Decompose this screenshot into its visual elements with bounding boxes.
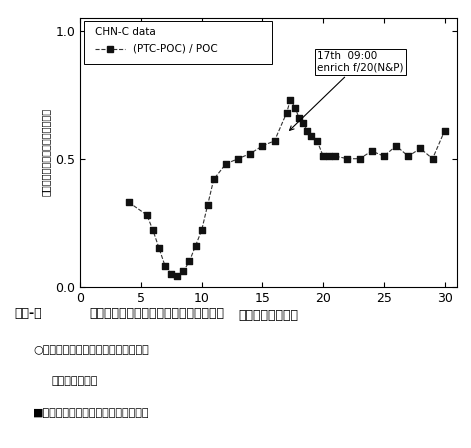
Point [155, 245, 163, 252]
Point [344, 155, 351, 162]
Point [286, 96, 294, 103]
Point [429, 155, 436, 162]
Point [222, 160, 230, 168]
Text: CHN-C data: CHN-C data [95, 27, 156, 37]
Point [179, 268, 187, 275]
Point [259, 142, 266, 150]
Point [210, 176, 218, 183]
Point [246, 150, 254, 157]
Point [186, 258, 193, 265]
X-axis label: 培養日数　［日］: 培養日数 ［日］ [238, 309, 299, 322]
Point [319, 153, 327, 160]
Y-axis label: 粒子状無機炭素／粒子状有機炭素: 粒子状無機炭素／粒子状有機炭素 [41, 108, 51, 196]
Text: 図２-ｂ: 図２-ｂ [14, 307, 42, 320]
Point [392, 142, 400, 150]
Point [417, 145, 424, 152]
Point [405, 153, 412, 160]
Point [283, 109, 291, 116]
FancyBboxPatch shape [84, 21, 272, 64]
Point [332, 153, 339, 160]
Point [313, 137, 321, 144]
Point [368, 147, 375, 155]
Point [168, 270, 175, 277]
Text: 17th  09:00
enrich f/20(N&P): 17th 09:00 enrich f/20(N&P) [290, 51, 404, 130]
Text: 差から求めた。: 差から求めた。 [52, 376, 98, 386]
Point [356, 155, 364, 162]
Point [299, 119, 306, 126]
Point [292, 104, 299, 111]
Text: 細胞中の無機炭素／粒子態有機炭素の比: 細胞中の無機炭素／粒子態有機炭素の比 [89, 307, 225, 320]
Text: (PTC-POC) / POC: (PTC-POC) / POC [133, 44, 218, 54]
Point [234, 155, 242, 162]
Point [173, 273, 181, 280]
Point [204, 201, 211, 208]
Point [271, 137, 278, 144]
Text: ■：粒子態カルシウム量から求めた。: ■：粒子態カルシウム量から求めた。 [33, 408, 149, 418]
Point [125, 198, 132, 206]
Point [304, 127, 311, 134]
Point [198, 227, 205, 234]
Point [143, 211, 151, 219]
Point [295, 114, 303, 121]
Point [325, 153, 333, 160]
Point [192, 242, 199, 250]
Text: ○：粒子態全炭素と粒子態有機炭素の: ○：粒子態全炭素と粒子態有機炭素の [33, 345, 149, 355]
Point [307, 132, 315, 139]
Point [380, 153, 388, 160]
Point [149, 227, 157, 234]
Point [441, 127, 448, 134]
Point [162, 263, 169, 270]
